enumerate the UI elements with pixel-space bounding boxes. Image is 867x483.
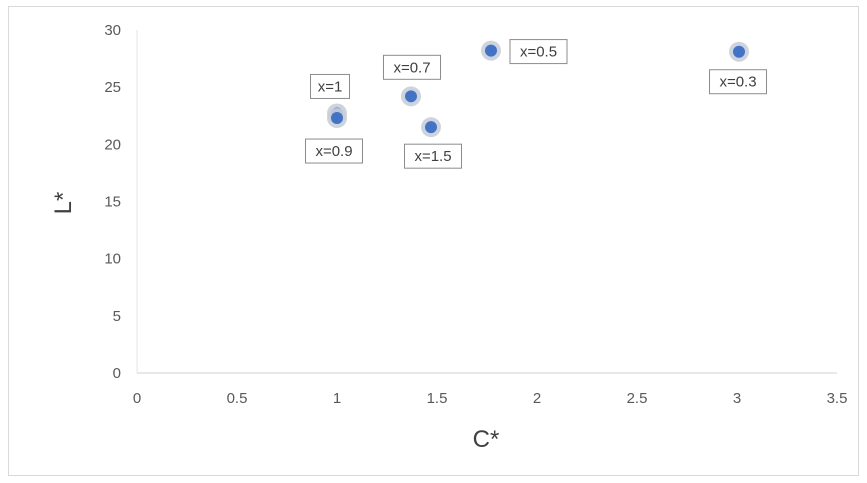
data-label-box (404, 143, 462, 169)
data-label-text: x=1 (318, 78, 343, 95)
data-point (485, 44, 497, 57)
y-axis-title: L* (50, 192, 77, 215)
data-label-text: x=0.3 (719, 74, 756, 91)
data-point (331, 112, 343, 125)
x-tick-label: 0 (133, 390, 141, 407)
data-label: x=0.5 (509, 39, 568, 65)
data-point (405, 90, 417, 103)
x-tick-label: 1 (333, 390, 341, 407)
y-tick-label: 5 (113, 308, 121, 325)
y-tick-label: 10 (104, 251, 121, 268)
data-label-box (383, 54, 441, 80)
y-tick-label: 15 (104, 194, 121, 211)
x-tick-label: 0.5 (227, 390, 248, 407)
x-tick-label: 1.5 (427, 390, 448, 407)
x-tick-label: 2 (533, 390, 541, 407)
data-label: x=1 (310, 73, 350, 99)
y-tick-label: 25 (104, 79, 121, 96)
x-axis-title: C* (473, 426, 500, 453)
y-tick-label: 20 (104, 136, 121, 153)
data-label-text: x=1.5 (414, 148, 451, 165)
x-tick-label: 2.5 (627, 390, 648, 407)
data-point (425, 121, 437, 134)
data-label-text: x=0.9 (315, 143, 352, 160)
y-tick-label: 0 (113, 365, 121, 382)
data-label-box (709, 69, 767, 95)
data-label: x=0.7 (383, 54, 441, 80)
data-label-text: x=0.7 (393, 59, 430, 76)
x-tick-label: 3 (733, 390, 741, 407)
data-label: x=0.9 (305, 138, 363, 164)
data-label: x=1.5 (404, 143, 462, 169)
data-label-box (509, 39, 568, 65)
data-label-box (310, 73, 350, 99)
x-tick-label: 3.5 (827, 390, 848, 407)
data-label-text: x=0.5 (520, 44, 557, 61)
data-label: x=0.3 (709, 69, 767, 95)
data-label-box (305, 138, 363, 164)
data-point (733, 45, 745, 58)
y-tick-label: 30 (104, 22, 121, 39)
